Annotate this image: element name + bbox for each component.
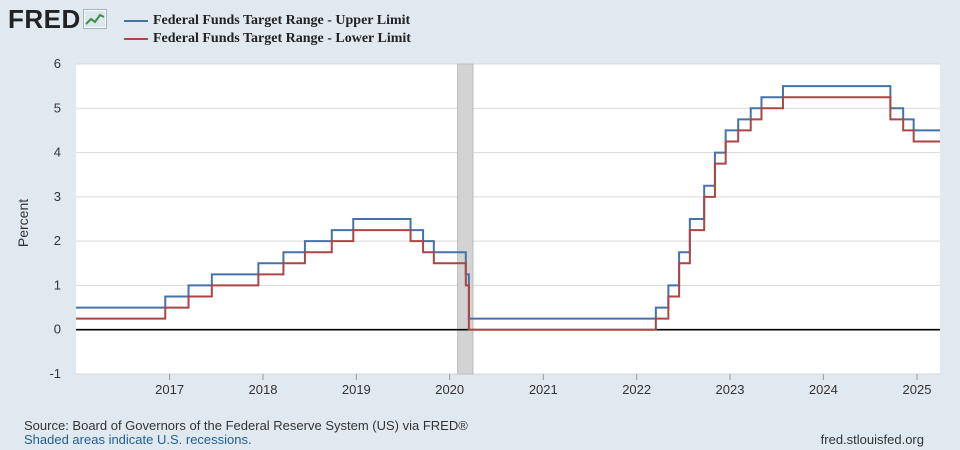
y-tick-label: 5 bbox=[54, 100, 61, 115]
x-tick-label: 2018 bbox=[249, 382, 278, 397]
x-tick-label: 2019 bbox=[342, 382, 371, 397]
plot-area bbox=[76, 64, 940, 374]
source-note: Source: Board of Governors of the Federa… bbox=[24, 418, 468, 433]
x-tick-label: 2021 bbox=[529, 382, 558, 397]
x-tick-label: 2022 bbox=[622, 382, 651, 397]
recession-band bbox=[457, 63, 474, 375]
x-tick-label: 2025 bbox=[903, 382, 932, 397]
series-line-upper[interactable] bbox=[76, 85, 940, 320]
x-tick-label: 2023 bbox=[716, 382, 745, 397]
recession-note[interactable]: Shaded areas indicate U.S. recessions. bbox=[24, 432, 252, 447]
fred-chart-icon bbox=[82, 9, 107, 29]
legend-item-upper[interactable]: Federal Funds Target Range - Upper Limit bbox=[124, 12, 411, 30]
y-tick-label: 4 bbox=[54, 145, 61, 160]
legend-swatch-upper bbox=[124, 20, 148, 22]
series-line-lower[interactable] bbox=[76, 96, 940, 331]
x-tick-label: 2020 bbox=[435, 382, 464, 397]
site-url[interactable]: fred.stlouisfed.org bbox=[820, 432, 924, 447]
chart-legend: Federal Funds Target Range - Upper Limit… bbox=[124, 12, 411, 48]
legend-label-lower: Federal Funds Target Range - Lower Limit bbox=[153, 31, 411, 46]
legend-item-lower[interactable]: Federal Funds Target Range - Lower Limit bbox=[124, 30, 411, 48]
fed-funds-chart: -1 0 1 2 3 4 5 6 2017 2018 2019 2020 2021 2022 2023 202… bbox=[15, 56, 940, 397]
legend-label-upper: Federal Funds Target Range - Upper Limit bbox=[153, 13, 411, 28]
y-tick-label: 6 bbox=[54, 56, 61, 71]
y-tick-label: 2 bbox=[54, 233, 61, 248]
legend-swatch-lower bbox=[124, 38, 148, 40]
y-tick-label: 1 bbox=[54, 277, 61, 292]
logo-text: FRED bbox=[8, 4, 81, 34]
y-tick-label: -1 bbox=[49, 366, 61, 381]
fred-logo[interactable]: FRED bbox=[8, 6, 107, 32]
y-tick-label: 0 bbox=[54, 322, 61, 337]
y-axis-label: Percent bbox=[15, 199, 31, 247]
x-tick-label: 2017 bbox=[155, 382, 184, 397]
x-tick-label: 2024 bbox=[809, 382, 838, 397]
y-tick-label: 3 bbox=[54, 189, 61, 204]
